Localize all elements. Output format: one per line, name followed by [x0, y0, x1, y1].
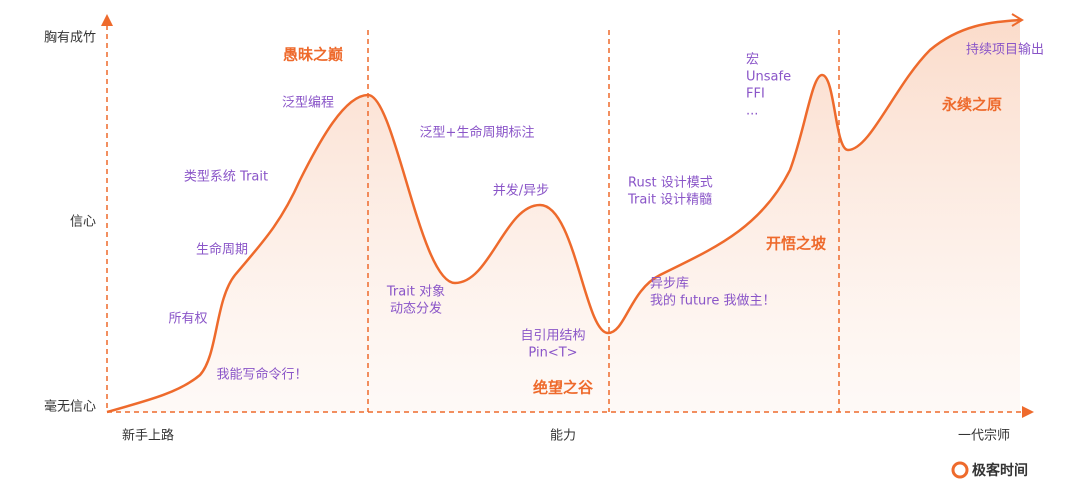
annotation: 异步库 — [650, 276, 689, 292]
y-arrow — [101, 14, 113, 26]
annotation: 我能写命令行！ — [216, 367, 307, 383]
x-arrow — [1022, 406, 1034, 418]
annotation: 生命周期 — [196, 242, 248, 258]
stage-label: 绝望之谷 — [533, 379, 594, 397]
annotation: ... — [746, 104, 758, 119]
x-label: 新手上路 — [122, 428, 174, 444]
annotation: 泛型+生命周期标注 — [420, 125, 535, 141]
annotation: 所有权 — [168, 311, 207, 327]
stage-label: 愚昧之巅 — [283, 46, 343, 64]
curve-arrow — [1011, 13, 1024, 27]
annotation: Trait 设计精髓 — [627, 193, 712, 208]
y-label: 毫无信心 — [44, 399, 96, 415]
annotation: 我的 future 我做主！ — [650, 293, 775, 309]
curve-area — [107, 20, 1020, 412]
annotation: FFI — [746, 87, 765, 102]
annotation: 类型系统 Trait — [184, 170, 268, 185]
annotation: 泛型编程 — [282, 96, 334, 111]
y-label: 信心 — [70, 215, 96, 230]
brand-logo — [951, 461, 969, 479]
annotation: 动态分发 — [390, 301, 442, 317]
brand: 极客时间 — [972, 462, 1028, 479]
dividers — [106, 25, 1025, 413]
stage-label: 永续之原 — [941, 96, 1002, 114]
annotation: 宏 — [746, 53, 759, 68]
stage-label: 开悟之坡 — [766, 235, 826, 253]
annotation: Unsafe — [746, 70, 791, 85]
x-label: 一代宗师 — [958, 428, 1010, 444]
annotation: 持续项目输出 — [966, 42, 1044, 58]
y-label: 胸有成竹 — [44, 31, 96, 46]
annotation: Pin<T> — [528, 346, 577, 361]
curve — [106, 18, 1021, 414]
annotation: Rust 设计模式 — [628, 176, 713, 191]
annotation: Trait 对象 — [386, 285, 445, 300]
annotation: 自引用结构 — [520, 329, 585, 344]
annotation: 并发/异步 — [493, 183, 549, 199]
x-label: 能力 — [550, 429, 576, 444]
